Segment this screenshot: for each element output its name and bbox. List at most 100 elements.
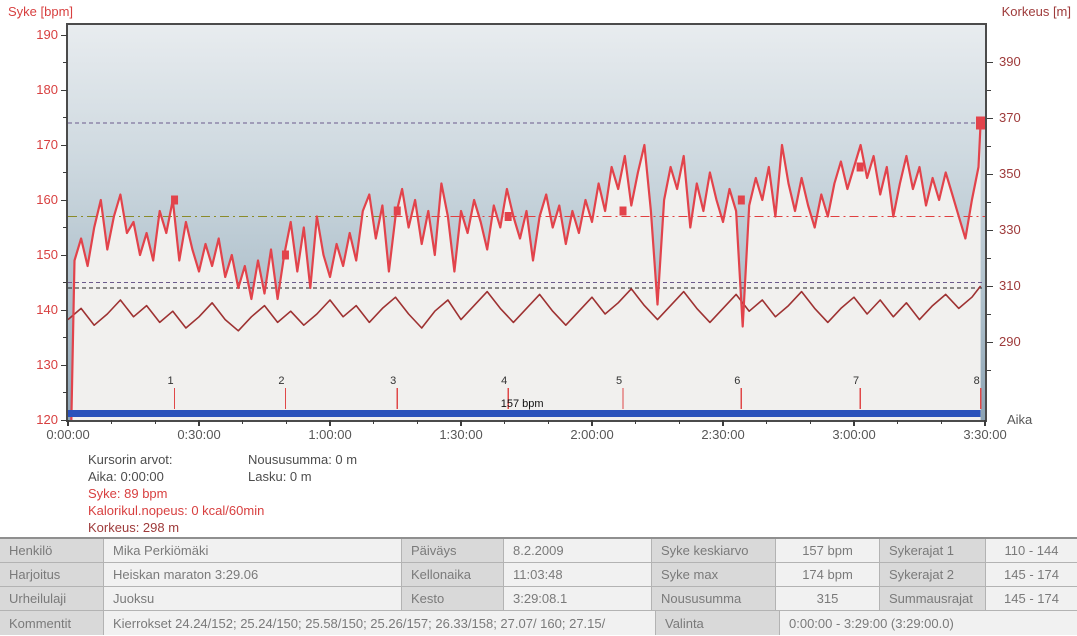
time-axis-tick <box>329 420 331 426</box>
time-axis-label: 0:30:00 <box>177 427 221 442</box>
value-hr-avg: 157 bpm <box>776 539 880 562</box>
cursor-calories: Kalorikul.nopeus: 0 kcal/60min <box>88 503 265 518</box>
time-axis-label: 1:00:00 <box>308 427 352 442</box>
time-axis-tick <box>198 420 200 426</box>
time-axis-tick <box>853 420 855 426</box>
value-sum-limits: 145 - 174 <box>986 587 1077 610</box>
label-sum-limits: Summausrajat <box>880 587 986 610</box>
lap-number-2: 2 <box>278 375 284 387</box>
right-axis-label: 290 <box>999 334 1021 349</box>
plot-area[interactable]: 1 2 3 4 5 6 7 8 157 bpm <box>66 23 987 422</box>
cursor-ascent: Noususumma: 0 m <box>248 452 358 467</box>
right-axis-tick <box>987 61 993 63</box>
lap-marker-square-8 <box>976 116 985 130</box>
lap-marker-square-5 <box>619 206 627 216</box>
time-axis-minor-tick <box>678 420 680 424</box>
hr-area-fill <box>68 123 981 420</box>
label-hr-avg: Syke keskiarvo <box>652 539 776 562</box>
right-axis-tick <box>987 285 993 287</box>
right-axis-minor-tick <box>987 313 991 315</box>
time-axis-tick <box>722 420 724 426</box>
left-axis-label: 180 <box>36 82 58 97</box>
value-clock-time: 11:03:48 <box>504 563 652 586</box>
lap-number-5: 5 <box>616 375 622 387</box>
left-axis-tick <box>61 199 67 201</box>
time-axis-title: Aika <box>1007 412 1033 427</box>
lap-marker-square-2 <box>281 250 289 260</box>
right-axis-label: 330 <box>999 222 1021 237</box>
table-row: Kommentit Kierrokset 24.24/152; 25.24/15… <box>0 611 1077 635</box>
right-axis-label: 370 <box>999 110 1021 125</box>
right-axis-label: 350 <box>999 166 1021 181</box>
value-sport: Juoksu <box>104 587 402 610</box>
cursor-hr: Syke: 89 bpm <box>88 486 168 501</box>
left-axis-tick <box>61 364 67 366</box>
time-axis-minor-tick <box>897 420 899 424</box>
plot-svg: 1 2 3 4 5 6 7 8 157 bpm <box>68 116 985 420</box>
time-axis-minor-tick <box>940 420 942 424</box>
right-axis-tick <box>987 229 993 231</box>
right-axis-label: 310 <box>999 278 1021 293</box>
right-axis-title: Korkeus [m] <box>1001 4 1071 19</box>
left-axis-label: 170 <box>36 137 58 152</box>
right-axis-minor-tick <box>987 201 991 203</box>
left-axis-tick <box>61 34 67 36</box>
time-axis-minor-tick <box>547 420 549 424</box>
time-axis-tick <box>984 420 986 426</box>
value-comments: Kierrokset 24.24/152; 25.24/150; 25.58/1… <box>104 611 656 635</box>
left-axis-tick <box>61 419 67 421</box>
lap-marker-square-1 <box>171 195 179 205</box>
label-duration: Kesto <box>402 587 504 610</box>
time-axis-minor-tick <box>635 420 637 424</box>
lap-number-1: 1 <box>167 375 173 387</box>
lap-marker-square-6 <box>737 195 745 205</box>
time-axis-minor-tick <box>285 420 287 424</box>
label-hr-max: Syke max <box>652 563 776 586</box>
value-ascent: 315 <box>776 587 880 610</box>
summary-table: Henkilö Mika Perkiömäki Päiväys 8.2.2009… <box>0 537 1077 636</box>
time-axis-minor-tick <box>373 420 375 424</box>
cursor-time: Aika: 0:00:00 <box>88 469 164 484</box>
right-axis-tick <box>987 341 993 343</box>
label-exercise: Harjoitus <box>0 563 104 586</box>
left-axis-title: Syke [bpm] <box>8 4 74 19</box>
right-axis-label: 390 <box>999 54 1021 69</box>
time-axis-label: 3:30:00 <box>963 427 1007 442</box>
table-row: Harjoitus Heiskan maraton 3:29.06 Kellon… <box>0 563 1077 587</box>
time-axis-minor-tick <box>809 420 811 424</box>
left-axis-label: 140 <box>36 302 58 317</box>
value-selection: 0:00:00 - 3:29:00 (3:29:00.0) <box>780 611 1077 635</box>
time-axis-minor-tick <box>111 420 113 424</box>
right-axis-minor-tick <box>987 369 991 371</box>
left-axis-label: 160 <box>36 192 58 207</box>
time-axis-label: 2:30:00 <box>701 427 745 442</box>
left-axis-tick <box>61 254 67 256</box>
time-axis-tick <box>67 420 69 426</box>
left-axis-tick <box>61 309 67 311</box>
left-axis-minor-tick <box>63 117 67 119</box>
label-ascent: Noususumma <box>652 587 776 610</box>
label-hr-limits1: Sykerajat 1 <box>880 539 986 562</box>
left-axis-minor-tick <box>63 62 67 64</box>
right-axis-tick <box>987 173 993 175</box>
right-axis-tick <box>987 117 993 119</box>
label-comments: Kommentit <box>0 611 104 635</box>
value-person: Mika Perkiömäki <box>104 539 402 562</box>
label-sport: Urheilulaji <box>0 587 104 610</box>
right-axis-minor-tick <box>987 89 991 91</box>
left-axis-label: 120 <box>36 412 58 427</box>
hr-line <box>70 122 982 420</box>
left-axis-minor-tick <box>63 392 67 394</box>
right-axis-minor-tick <box>987 145 991 147</box>
left-axis-minor-tick <box>63 282 67 284</box>
cursor-descent: Lasku: 0 m <box>248 469 312 484</box>
left-axis-minor-tick <box>63 172 67 174</box>
label-date: Päiväys <box>402 539 504 562</box>
left-axis-tick <box>61 89 67 91</box>
label-selection: Valinta <box>656 611 780 635</box>
time-axis-label: 0:00:00 <box>46 427 90 442</box>
label-person: Henkilö <box>0 539 104 562</box>
altitude-line <box>68 285 982 332</box>
time-axis-minor-tick <box>766 420 768 424</box>
time-axis-minor-tick <box>416 420 418 424</box>
